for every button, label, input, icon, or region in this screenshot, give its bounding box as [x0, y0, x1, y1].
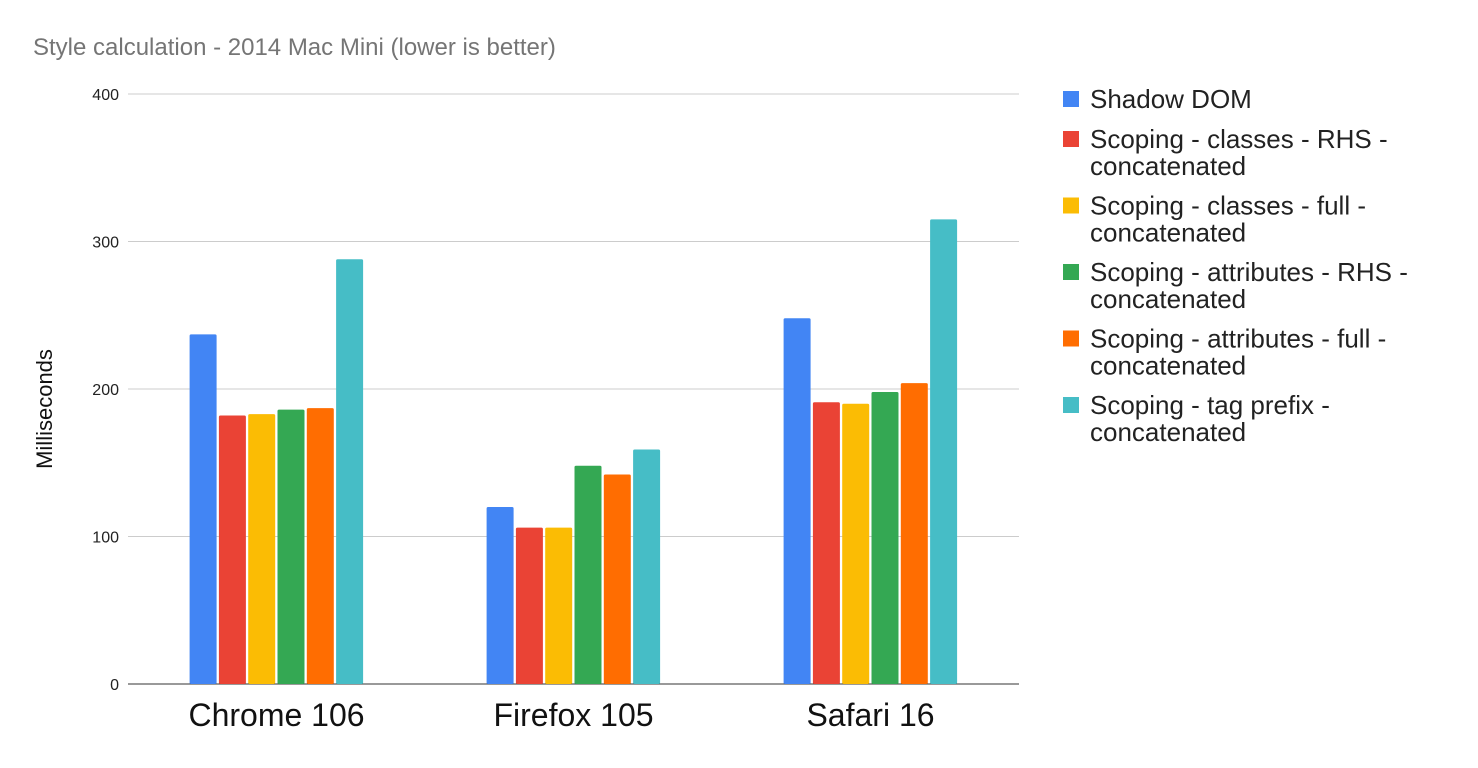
bar-5-0 [336, 259, 364, 684]
legend-label: Scoping - classes - full - [1090, 191, 1366, 221]
legend-label: concatenated [1090, 417, 1246, 447]
bar-4-0 [306, 408, 334, 684]
legend-label: Scoping - attributes - RHS - [1090, 257, 1408, 287]
legend-swatch [1063, 91, 1079, 107]
legend-label: Scoping - classes - RHS - [1090, 124, 1388, 154]
x-tick-label: Safari 16 [806, 697, 934, 733]
bar-3-2 [871, 391, 899, 684]
bar-0-1 [486, 507, 514, 684]
legend-swatch [1063, 197, 1079, 214]
legend-swatch [1063, 397, 1079, 413]
legend-label: concatenated [1090, 284, 1246, 314]
legend-label: Scoping - attributes - full - [1090, 324, 1386, 354]
bar-2-1 [545, 527, 573, 684]
chart-title: Style calculation - 2014 Mac Mini (lower… [33, 34, 556, 61]
bar-4-2 [900, 383, 928, 684]
y-tick-label: 200 [92, 382, 119, 399]
legend-item: Scoping - attributes - RHS -concatenated [1063, 257, 1408, 314]
y-tick-label: 400 [92, 87, 119, 104]
legend-label: concatenated [1090, 151, 1246, 181]
y-axis-label: Milliseconds [32, 349, 57, 469]
legend-item: Shadow DOM [1063, 84, 1252, 114]
legend-swatch [1063, 131, 1079, 147]
legend-swatch [1063, 264, 1079, 280]
bar-4-1 [603, 474, 631, 684]
legend-label: Scoping - tag prefix - [1090, 390, 1330, 420]
legend-label: concatenated [1090, 351, 1246, 381]
bar-1-2 [812, 402, 840, 684]
x-tick-label: Firefox 105 [493, 697, 653, 733]
y-tick-label: 100 [92, 530, 119, 547]
y-tick-label: 0 [110, 677, 119, 694]
legend-item: Scoping - classes - full -concatenated [1063, 191, 1366, 248]
legend-label: Shadow DOM [1090, 84, 1252, 114]
bar-5-1 [633, 449, 661, 684]
bar-1-0 [218, 415, 246, 684]
bar-2-2 [842, 403, 870, 684]
y-tick-label: 300 [92, 235, 119, 252]
bar-0-2 [783, 318, 811, 684]
legend-item: Scoping - classes - RHS -concatenated [1063, 124, 1388, 181]
legend-label: concatenated [1090, 218, 1246, 248]
bar-1-1 [515, 527, 543, 684]
bar-3-0 [277, 409, 305, 684]
bar-2-0 [248, 414, 276, 684]
legend-item: Scoping - tag prefix -concatenated [1063, 390, 1330, 447]
legend-item: Scoping - attributes - full -concatenate… [1063, 324, 1386, 381]
x-tick-label: Chrome 106 [188, 697, 364, 733]
bar-0-0 [189, 334, 217, 684]
bar-3-1 [574, 465, 602, 684]
legend-swatch [1063, 330, 1079, 347]
bar-5-2 [930, 219, 958, 684]
